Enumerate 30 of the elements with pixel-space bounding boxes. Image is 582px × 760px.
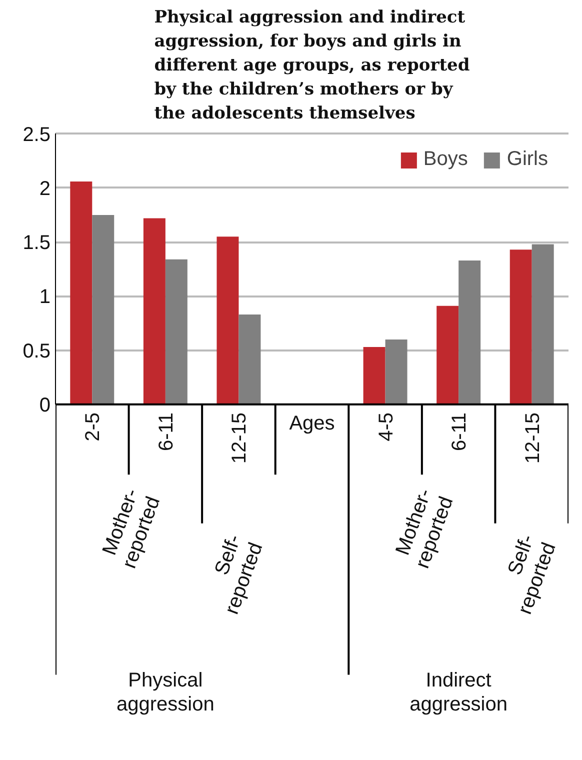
y-tick-label: 2.5 xyxy=(22,124,51,146)
y-tick-label: 0 xyxy=(39,394,50,416)
x-tick-label: 12-15 xyxy=(228,412,251,464)
bar xyxy=(70,182,92,404)
x-tick-label: 12-15 xyxy=(522,412,544,464)
bar xyxy=(143,218,166,404)
chart-title: Physical aggression and indirect aggression, for boys and girls in different age groups, as reported by the children’s mothers or by the adolescents themselves xyxy=(154,8,470,124)
x-tick-label: Ages xyxy=(289,412,335,434)
y-tick-label: 1 xyxy=(39,286,50,308)
bar xyxy=(216,236,239,404)
y-tick-label: 1.5 xyxy=(22,232,51,254)
legend-label: Boys xyxy=(423,148,468,171)
bar xyxy=(238,314,261,404)
text: Physical aggression xyxy=(116,669,214,716)
x-tick-label: 6-11 xyxy=(448,412,471,451)
y-tick-label: 2 xyxy=(39,178,50,200)
y-tick-label: 0.5 xyxy=(22,340,51,362)
bar xyxy=(510,250,532,404)
x-tick-label: 2-5 xyxy=(82,412,104,442)
x-tick-label: 4-5 xyxy=(375,412,398,442)
bar xyxy=(436,306,459,404)
bar xyxy=(385,339,408,404)
bar xyxy=(165,259,188,404)
bar xyxy=(458,260,481,404)
bar xyxy=(532,244,554,404)
legend-label: Girls xyxy=(506,148,548,171)
x-tick-label: 6-11 xyxy=(155,412,178,451)
bar xyxy=(363,347,386,404)
bar xyxy=(92,215,114,404)
text: Indirect aggression xyxy=(410,669,508,716)
